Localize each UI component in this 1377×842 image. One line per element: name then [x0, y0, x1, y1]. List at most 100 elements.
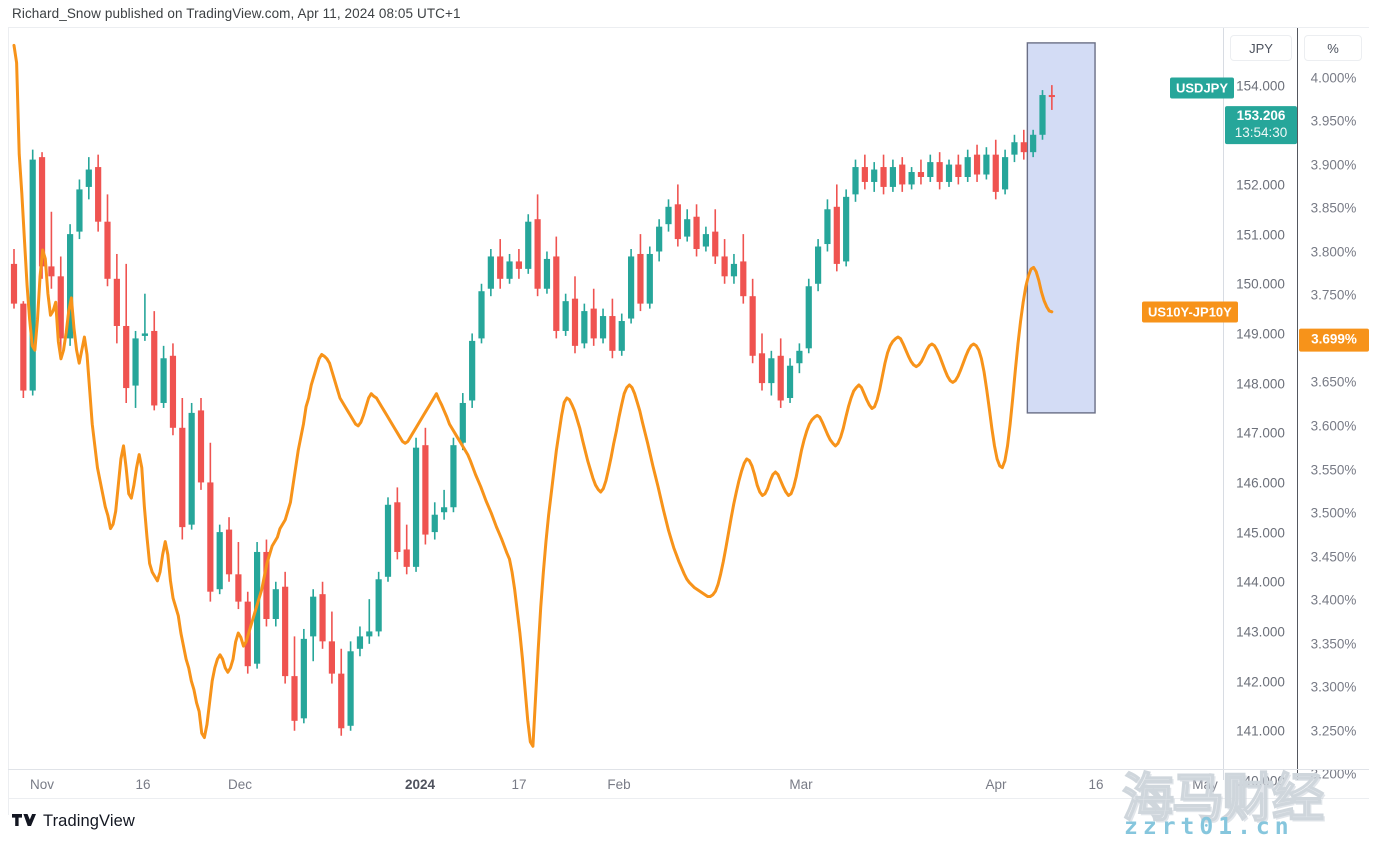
- candle-body: [57, 276, 64, 339]
- candle-body: [880, 167, 887, 187]
- price-scale-jpy-tick: 140.000: [1236, 773, 1285, 789]
- candle-body: [356, 636, 364, 649]
- candle-body: [637, 253, 644, 304]
- series-legend-usdjpy[interactable]: USDJPY: [1170, 77, 1235, 99]
- candle-body: [366, 631, 373, 637]
- candle-body: [95, 167, 102, 222]
- candle-body: [384, 504, 392, 577]
- candle-body: [160, 358, 167, 403]
- candle-body: [983, 154, 990, 175]
- candle-body: [412, 447, 420, 567]
- price-scale-jpy-tick: 148.000: [1236, 376, 1285, 392]
- price-scale-percent-tick: 3.850%: [1310, 200, 1357, 216]
- candle-body: [1039, 95, 1046, 135]
- candle-body: [197, 410, 205, 483]
- chart-plot-area[interactable]: [8, 28, 1223, 768]
- candle-body: [534, 219, 541, 289]
- time-axis-label: May: [1192, 777, 1218, 792]
- candle-body: [515, 261, 522, 269]
- highlight-box: [1026, 42, 1096, 414]
- candle-body: [618, 321, 625, 351]
- price-scale-percent[interactable]: % 4.000% 3.950% 3.900% 3.850% 3.800% 3.750% 3.…: [1297, 28, 1369, 782]
- candle-body: [964, 157, 971, 177]
- candle-body: [562, 301, 569, 331]
- candle-body: [113, 278, 120, 326]
- candle-body: [179, 427, 186, 528]
- time-axis-label: Mar: [789, 777, 813, 792]
- time-axis-label: Apr: [985, 777, 1007, 792]
- tradingview-logo[interactable]: TradingView: [12, 812, 135, 831]
- candle-body: [992, 154, 999, 192]
- candle-body: [188, 412, 195, 525]
- price-scale-jpy-tick: 143.000: [1236, 624, 1285, 640]
- candle-body: [478, 291, 485, 339]
- candle-body: [1002, 157, 1009, 190]
- candle-body: [319, 594, 326, 642]
- time-axis-label: Dec: [227, 777, 253, 792]
- candle-body: [543, 258, 551, 289]
- candle-body: [646, 253, 653, 304]
- candle-body: [917, 172, 925, 177]
- price-scale-percent-tick: 3.600%: [1310, 418, 1357, 434]
- candle-body: [599, 316, 607, 339]
- candle-body: [328, 641, 335, 674]
- candle-body: [899, 164, 906, 185]
- candle-body: [123, 325, 130, 389]
- candle-body: [674, 204, 681, 240]
- candle-body: [861, 167, 868, 182]
- candle-body: [768, 358, 775, 384]
- price-scale-percent-tick: 3.750%: [1310, 287, 1357, 303]
- price-scale-jpy-tick: 150.000: [1236, 276, 1285, 292]
- candle-body: [777, 355, 784, 401]
- candle-body: [85, 169, 92, 187]
- price-scale-percent-tick: 3.400%: [1310, 592, 1357, 608]
- price-scale-jpy-tick: 147.000: [1236, 425, 1285, 441]
- candle-body: [38, 157, 46, 267]
- candle-body: [338, 673, 345, 729]
- candle-body: [347, 651, 354, 726]
- current-price-time: 13:54:30: [1234, 125, 1288, 141]
- price-scale-percent-tick: 3.550%: [1310, 462, 1357, 478]
- candle-body: [1030, 134, 1037, 153]
- candle-body: [48, 266, 55, 277]
- price-scale-percent-tick: 4.000%: [1310, 70, 1357, 86]
- price-scale-jpy-tick: 152.000: [1236, 177, 1285, 193]
- candle-body: [590, 308, 597, 339]
- candle-body: [758, 353, 766, 384]
- candle-body: [375, 579, 382, 632]
- candle-body: [749, 296, 756, 356]
- publisher-credit: Richard_Snow published on TradingView.co…: [12, 6, 461, 21]
- price-scale-jpy-tick: 151.000: [1236, 227, 1285, 243]
- candle-body: [506, 261, 513, 279]
- time-axis-label: 17: [511, 777, 527, 792]
- candlestick-series: [10, 85, 1055, 736]
- price-scale-jpy-tick: 142.000: [1236, 674, 1285, 690]
- candle-body: [20, 303, 27, 391]
- price-scale-jpy[interactable]: JPY 154.000 152.000 151.000 150.000 149.000 1…: [1223, 28, 1297, 789]
- candle-body: [553, 256, 560, 331]
- price-scale-jpy-header[interactable]: JPY: [1230, 35, 1292, 61]
- time-axis-label: Nov: [29, 777, 55, 792]
- candle-body: [394, 502, 401, 552]
- candle-body: [833, 206, 840, 264]
- candle-body: [300, 638, 307, 719]
- candle-body: [936, 162, 943, 182]
- series-legend-us10y-jp10y[interactable]: US10Y-JP10Y: [1142, 301, 1238, 323]
- price-scale-percent-tick: 3.650%: [1310, 374, 1357, 390]
- price-scale-percent-header[interactable]: %: [1304, 35, 1362, 61]
- candle-body: [10, 263, 18, 304]
- time-axis-label: 16: [135, 777, 151, 792]
- candle-body: [282, 586, 289, 677]
- current-price-value: 153.206: [1236, 108, 1286, 124]
- candle-body: [656, 226, 663, 252]
- candle-body: [852, 167, 859, 195]
- candle-body: [786, 365, 794, 398]
- candle-body: [431, 514, 438, 533]
- time-axis[interactable]: Nov 16 Dec 2024 17 Feb Mar Apr 16 May: [8, 769, 1369, 799]
- time-axis-label: 16: [1088, 777, 1104, 792]
- candle-body: [693, 216, 700, 250]
- spread-line-series: [12, 43, 1054, 748]
- price-scale-jpy-tick: 145.000: [1236, 525, 1285, 541]
- price-scale-jpy-tick: 144.000: [1236, 574, 1285, 590]
